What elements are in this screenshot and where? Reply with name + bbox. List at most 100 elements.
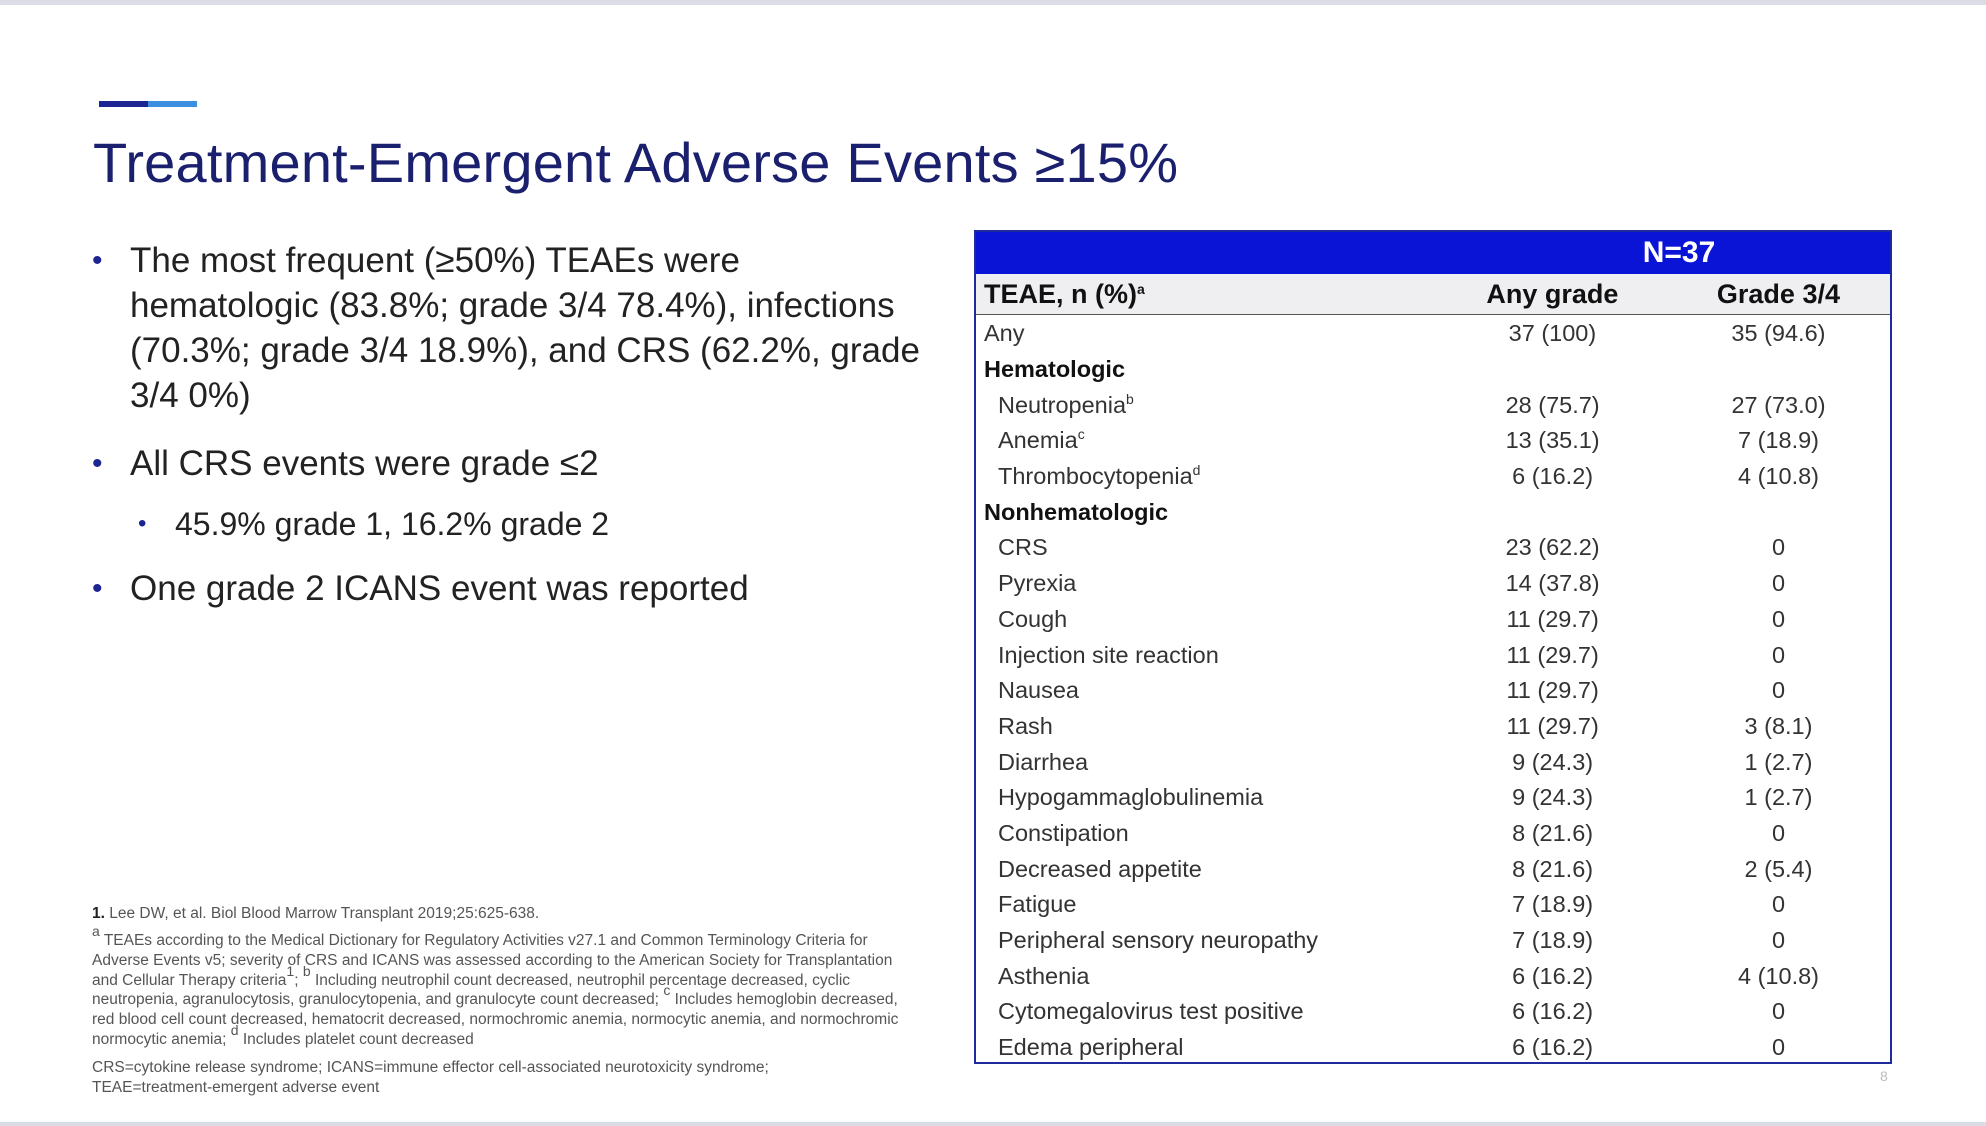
- cell-teae-label: Neutropenia: [998, 391, 1127, 418]
- cell-teae-label: Any: [984, 320, 1025, 347]
- cell-teae-label: Cytomegalovirus test positive: [998, 998, 1304, 1025]
- cell-teae-label: Peripheral sensory neuropathy: [998, 927, 1319, 954]
- cell-teae: Any: [976, 320, 1438, 347]
- title-accent-bar: [99, 101, 197, 107]
- reference-number: 1.: [92, 905, 105, 922]
- table-row: Cough 11 (29.7) 0: [976, 602, 1890, 638]
- cell-teae-label: Rash: [998, 712, 1053, 739]
- cell-grade-3-4: 35 (94.6): [1731, 320, 1826, 347]
- cell-any-grade: 6 (16.2): [1512, 463, 1594, 490]
- table-n-header: N=37: [976, 232, 1890, 274]
- bullet-item: • One grade 2 ICANS event was reported: [90, 566, 930, 611]
- bullet-dot-icon: •: [138, 510, 147, 537]
- table-row: Fatigue 7 (18.9) 0: [976, 887, 1890, 923]
- footnote-marker: a: [92, 923, 100, 939]
- header-grade-3-4: Grade 3/4: [1716, 278, 1840, 309]
- cell-grade-3-4: 7 (18.9): [1738, 427, 1819, 454]
- bottom-border: [0, 1122, 1986, 1126]
- table-row: Rash 11 (29.7) 3 (8.1): [976, 709, 1890, 745]
- reference: 1. Lee DW, et al. Biol Blood Marrow Tran…: [92, 904, 922, 923]
- bullet-text: All CRS events were grade ≤2: [130, 444, 599, 483]
- bullet-dot-icon: •: [92, 244, 103, 277]
- footnote-marker: c: [663, 982, 671, 999]
- cell-teae: Hematologic: [976, 356, 1438, 383]
- footnote-marker: d: [230, 1021, 239, 1038]
- cell-grade-3-4: 4 (10.8): [1738, 463, 1819, 490]
- cell-grade-3-4: 0: [1771, 927, 1786, 954]
- cell-any-grade: 14 (37.8): [1505, 570, 1600, 597]
- cell-grade-3-4: 1 (2.7): [1744, 748, 1813, 775]
- sub-bullet-text: 45.9% grade 1, 16.2% grade 2: [175, 506, 610, 542]
- footnote-marker: c: [1077, 426, 1085, 443]
- footnotes: 1. Lee DW, et al. Biol Blood Marrow Tran…: [92, 904, 922, 1097]
- table-row: Pyrexia 14 (37.8) 0: [976, 566, 1890, 602]
- cell-grade-3-4: 0: [1771, 998, 1786, 1025]
- cell-grade-3-4: 27 (73.0): [1731, 391, 1826, 418]
- cell-teae-label: Injection site reaction: [998, 641, 1219, 668]
- cell-grade-3-4: 0: [1771, 534, 1786, 561]
- cell-any-grade: 6 (16.2): [1512, 998, 1594, 1025]
- table-row: Decreased appetite 8 (21.6) 2 (5.4): [976, 851, 1890, 887]
- cell-teae-label: Thrombocytopenia: [998, 463, 1193, 490]
- footnote-marker: b: [1126, 390, 1134, 407]
- cell-teae-label: Anemia: [998, 427, 1078, 454]
- table-row: Asthenia 6 (16.2) 4 (10.8): [976, 958, 1890, 994]
- cell-teae: Thrombocytopeniad: [976, 463, 1438, 490]
- cell-teae: Peripheral sensory neuropathy: [976, 927, 1438, 954]
- cell-any-grade: 13 (35.1): [1505, 427, 1600, 454]
- cell-any-grade: 6 (16.2): [1512, 1034, 1594, 1061]
- cell-teae-label: Cough: [998, 605, 1068, 632]
- cell-teae-label: Nonhematologic: [984, 498, 1169, 525]
- cell-teae: Cytomegalovirus test positive: [976, 998, 1438, 1025]
- table-header-row: TEAE, n (%)a Any grade Grade 3/4: [976, 274, 1890, 315]
- table-row: Thrombocytopeniad 6 (16.2) 4 (10.8): [976, 459, 1890, 495]
- cell-teae: Rash: [976, 713, 1438, 740]
- table-row: Neutropeniab 28 (75.7) 27 (73.0): [976, 387, 1890, 423]
- cell-grade-3-4: 0: [1771, 605, 1786, 632]
- cell-grade-3-4: 0: [1771, 641, 1786, 668]
- footnote-marker: a: [1137, 280, 1145, 297]
- cell-any-grade: 6 (16.2): [1512, 962, 1594, 989]
- table-row: Diarrhea 9 (24.3) 1 (2.7): [976, 744, 1890, 780]
- table-row: Constipation 8 (21.6) 0: [976, 816, 1890, 852]
- cell-teae: Edema peripheral: [976, 1034, 1438, 1061]
- cell-teae: Injection site reaction: [976, 642, 1438, 669]
- header-teae-label: TEAE, n (%): [984, 278, 1137, 309]
- cell-teae-label: Hematologic: [984, 356, 1126, 383]
- cell-teae: Nausea: [976, 677, 1438, 704]
- cell-any-grade: 37 (100): [1508, 320, 1597, 347]
- cell-any-grade: 8 (21.6): [1512, 819, 1594, 846]
- cell-teae: Diarrhea: [976, 749, 1438, 776]
- table-body: Any 37 (100) 35 (94.6) Hematologic Neutropen…: [976, 315, 1890, 1062]
- cell-grade-3-4: 0: [1771, 570, 1786, 597]
- cell-teae-label: Edema peripheral: [998, 1034, 1184, 1061]
- slide-title: Treatment-Emergent Adverse Events ≥15%: [93, 131, 1179, 194]
- cell-teae: Constipation: [976, 820, 1438, 847]
- cell-teae-label: CRS: [998, 534, 1048, 561]
- top-border: [0, 0, 1986, 5]
- cell-teae: Nonhematologic: [976, 499, 1438, 526]
- abbreviations: CRS=cytokine release syndrome; ICANS=imm…: [92, 1058, 769, 1096]
- cell-teae: Fatigue: [976, 891, 1438, 918]
- sub-bullet-item: • 45.9% grade 1, 16.2% grade 2: [90, 504, 930, 544]
- footnote-d: Includes platelet count decreased: [242, 1030, 474, 1048]
- bullet-item: • All CRS events were grade ≤2: [90, 441, 930, 486]
- n-label: N=37: [1642, 236, 1716, 269]
- page-number: 8: [1880, 1068, 1888, 1084]
- table-row: Hypogammaglobulinemia 9 (24.3) 1 (2.7): [976, 780, 1890, 816]
- cell-teae: Pyrexia: [976, 570, 1438, 597]
- cell-teae-label: Diarrhea: [998, 748, 1089, 775]
- table-row: Peripheral sensory neuropathy 7 (18.9) 0: [976, 923, 1890, 959]
- bullet-list: • The most frequent (≥50%) TEAEs were he…: [90, 238, 930, 611]
- cell-any-grade: 9 (24.3): [1512, 784, 1594, 811]
- cell-any-grade: 28 (75.7): [1505, 391, 1600, 418]
- cell-teae: Anemiac: [976, 427, 1438, 454]
- cell-any-grade: 11 (29.7): [1506, 605, 1599, 632]
- table-row: Anemiac 13 (35.1) 7 (18.9): [976, 423, 1890, 459]
- table-section-row: Hematologic: [976, 352, 1890, 388]
- cell-any-grade: 11 (29.7): [1506, 712, 1599, 739]
- cell-teae-label: Asthenia: [998, 962, 1090, 989]
- table-row: CRS 23 (62.2) 0: [976, 530, 1890, 566]
- cell-teae: Neutropeniab: [976, 392, 1438, 419]
- cell-teae-label: Pyrexia: [998, 570, 1077, 597]
